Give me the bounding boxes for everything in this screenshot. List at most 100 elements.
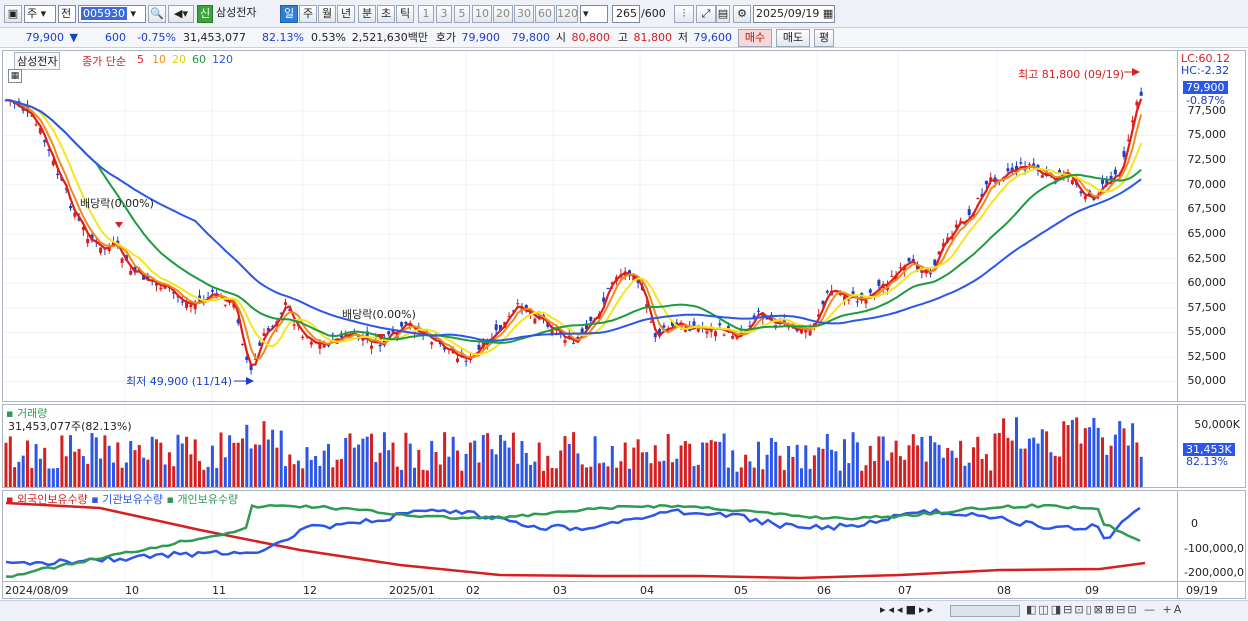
- interval-5[interactable]: 5: [454, 5, 470, 23]
- market-value: 전: [61, 7, 72, 20]
- volume-bar: [868, 445, 872, 487]
- volume-bar: [301, 468, 305, 487]
- volume-bar: [142, 457, 146, 487]
- volume-bar: [271, 429, 275, 487]
- interval-1[interactable]: 1: [418, 5, 434, 23]
- x-label: 05: [734, 584, 748, 597]
- volume-bar: [550, 468, 554, 487]
- interval-20[interactable]: 20: [493, 5, 513, 23]
- zoom-slider[interactable]: [950, 605, 1020, 617]
- volume-bar: [701, 442, 705, 487]
- period-week[interactable]: 주: [299, 5, 317, 23]
- holdings-axis: [1178, 490, 1246, 582]
- grid-icon[interactable]: ▦: [8, 69, 22, 83]
- volume-bar: [903, 459, 907, 487]
- volume-bar: [662, 460, 666, 487]
- type-select[interactable]: 주 ▾: [24, 5, 56, 23]
- eval-button[interactable]: 평: [814, 29, 834, 47]
- candle-icon[interactable]: ⫶: [674, 5, 694, 23]
- scroll-controls[interactable]: ▸◂◂■▸▸: [880, 603, 937, 616]
- holdings-legend: ▪ 외국인보유수량 ▪ 기관보유수량 ▪ 개인보유수량: [6, 491, 238, 507]
- interval-30[interactable]: 30: [514, 5, 534, 23]
- candle-body: [146, 275, 150, 281]
- scroll-bar[interactable]: ▸◂◂■▸▸ ◧◫◨⊟⊡▯⊠⊞⊟⊡ — +A: [0, 600, 1248, 621]
- volume-bar: [817, 447, 821, 487]
- volume-bar: [1096, 427, 1100, 487]
- candle-body: [877, 280, 881, 286]
- candle-body: [51, 160, 55, 166]
- period-minute[interactable]: 분: [358, 5, 376, 23]
- count-input[interactable]: 265: [612, 5, 640, 23]
- candle-body: [172, 292, 176, 294]
- volume-bar: [1062, 421, 1066, 487]
- volume-bar: [443, 432, 447, 487]
- speaker-icon[interactable]: ◀▾: [168, 5, 194, 23]
- type-value: 주: [27, 7, 38, 20]
- volume-bar: [1083, 428, 1087, 487]
- volume-bar: [408, 443, 412, 487]
- volume-bar: [718, 441, 722, 487]
- buy-button[interactable]: 매수: [738, 29, 772, 47]
- candle-body: [666, 330, 670, 332]
- candle-body: [357, 334, 361, 340]
- interval-120[interactable]: 120: [556, 5, 578, 23]
- volume-value: 31,453,077주(82.13%): [8, 420, 132, 433]
- stock-label[interactable]: 삼성전자: [14, 52, 61, 70]
- candle-body: [249, 364, 253, 371]
- gear-icon[interactable]: ⚙: [733, 5, 751, 23]
- volume-bar: [215, 467, 219, 487]
- interval-3[interactable]: 3: [436, 5, 452, 23]
- candle-body: [262, 333, 266, 336]
- volume-bar: [232, 442, 236, 487]
- volume-bar: [348, 433, 352, 487]
- volume-bar: [236, 442, 240, 487]
- period-tick[interactable]: 틱: [396, 5, 414, 23]
- volume-bar: [671, 462, 674, 487]
- tool-icons[interactable]: ◧◫◨⊟⊡▯⊠⊞⊟⊡ — +A: [1026, 603, 1184, 616]
- volume-bar: [559, 450, 563, 487]
- period-day[interactable]: 일: [280, 5, 298, 23]
- volume-bar: [81, 456, 85, 487]
- candle-body: [279, 312, 283, 314]
- volume-bar: [116, 442, 120, 487]
- volume-bar: [1131, 423, 1135, 487]
- period-year[interactable]: 년: [337, 5, 355, 23]
- volume-bar: [60, 435, 64, 487]
- search-icon[interactable]: 🔍: [148, 5, 166, 23]
- candle-body: [1019, 162, 1023, 164]
- volume-bar: [567, 443, 571, 487]
- volume-bar: [382, 432, 386, 487]
- interval-custom[interactable]: ▾: [580, 5, 608, 23]
- volume-bar: [279, 430, 283, 487]
- volume-bar: [623, 442, 627, 487]
- volume-bar: [172, 466, 176, 487]
- volume-bar: [331, 467, 335, 487]
- period-month[interactable]: 월: [318, 5, 336, 23]
- crosshair-icon[interactable]: ⤢: [696, 5, 716, 23]
- volume-bar: [937, 444, 941, 487]
- period-second[interactable]: 초: [377, 5, 395, 23]
- volume-bar: [296, 460, 300, 487]
- candle-body: [929, 273, 932, 275]
- date-input[interactable]: 2025/09/19 ▦: [753, 5, 835, 23]
- interval-10[interactable]: 10: [472, 5, 492, 23]
- candle-body: [735, 337, 739, 339]
- volume-bar: [56, 467, 60, 487]
- volume-bar: [262, 421, 266, 487]
- volume-bar: [628, 468, 631, 487]
- window-icon[interactable]: ▣: [4, 5, 22, 23]
- dividend-note-1: 배당락(0.00%): [80, 197, 154, 210]
- save-icon[interactable]: ▤: [716, 5, 730, 23]
- candle-body: [120, 258, 124, 263]
- volume-bar: [90, 433, 94, 487]
- volume-bar: [202, 469, 206, 487]
- volume-bar: [494, 454, 498, 487]
- sell-button[interactable]: 매도: [776, 29, 810, 47]
- volume-bar: [916, 445, 920, 487]
- code-input[interactable]: 005930 ▾: [78, 5, 146, 23]
- volume-bar: [73, 451, 77, 487]
- interval-60[interactable]: 60: [535, 5, 555, 23]
- market-select[interactable]: 전: [58, 5, 76, 23]
- volume-bar: [1002, 418, 1006, 487]
